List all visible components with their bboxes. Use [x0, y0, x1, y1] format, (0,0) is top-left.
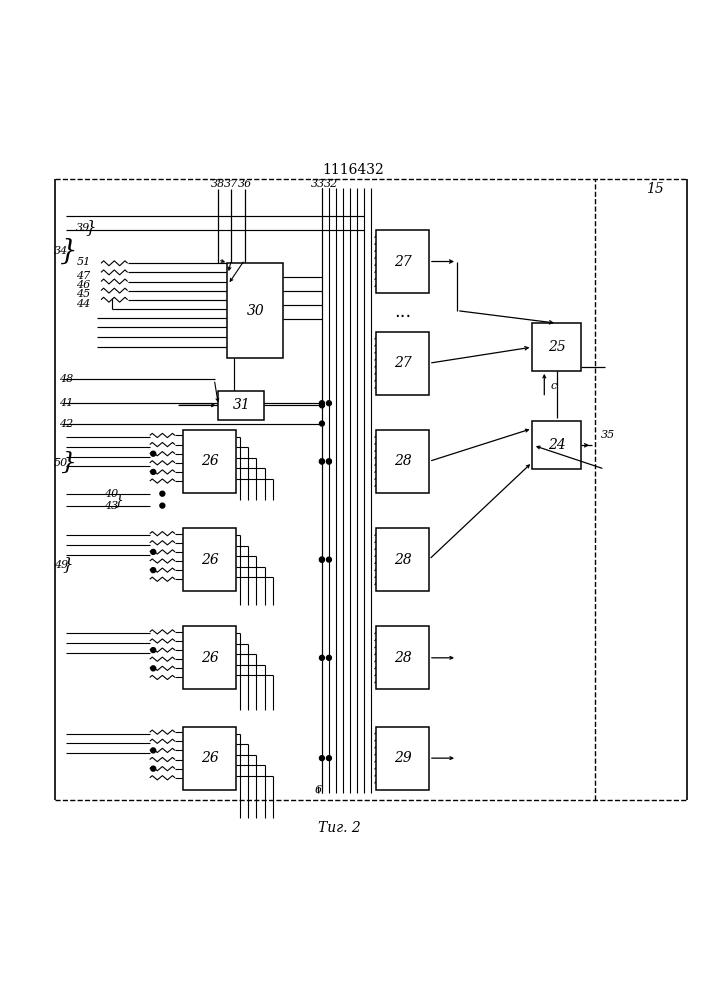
- Text: 38: 38: [211, 179, 226, 189]
- Text: 44: 44: [76, 299, 90, 309]
- Text: 48: 48: [59, 374, 73, 384]
- Text: 1116432: 1116432: [322, 163, 385, 177]
- Circle shape: [151, 451, 156, 456]
- Bar: [183, 430, 236, 493]
- Circle shape: [160, 491, 165, 496]
- Text: 27: 27: [394, 255, 411, 269]
- Circle shape: [151, 549, 156, 554]
- Text: ...: ...: [394, 303, 411, 321]
- Circle shape: [151, 568, 156, 573]
- Circle shape: [151, 666, 156, 671]
- Text: 31: 31: [233, 398, 250, 412]
- Circle shape: [151, 766, 156, 771]
- Text: 41: 41: [59, 398, 73, 408]
- Bar: [376, 430, 429, 493]
- Text: 28: 28: [394, 651, 411, 665]
- Text: 29: 29: [394, 751, 411, 765]
- Circle shape: [151, 748, 156, 753]
- Text: 39: 39: [76, 223, 90, 233]
- Circle shape: [320, 459, 325, 464]
- Text: 26: 26: [201, 751, 218, 765]
- Text: 6: 6: [315, 785, 322, 795]
- Circle shape: [320, 403, 325, 408]
- Bar: [183, 727, 236, 790]
- Circle shape: [151, 469, 156, 474]
- Circle shape: [327, 557, 332, 562]
- Bar: [183, 626, 236, 689]
- Text: c: c: [550, 381, 556, 391]
- Circle shape: [327, 756, 332, 761]
- Text: 26: 26: [201, 454, 218, 468]
- Text: 26: 26: [201, 651, 218, 665]
- Text: 47: 47: [76, 271, 90, 281]
- Text: 28: 28: [394, 454, 411, 468]
- Circle shape: [160, 503, 165, 508]
- Text: }: }: [60, 451, 76, 474]
- Bar: [183, 528, 236, 591]
- Bar: [532, 421, 581, 469]
- Text: 51: 51: [76, 257, 90, 267]
- Text: 37: 37: [224, 179, 238, 189]
- Text: 33: 33: [311, 179, 325, 189]
- Text: 27: 27: [394, 356, 411, 370]
- Bar: [227, 263, 284, 358]
- Text: }: }: [63, 556, 74, 573]
- Bar: [376, 332, 429, 395]
- Circle shape: [320, 557, 325, 562]
- Bar: [376, 528, 429, 591]
- Text: 26: 26: [201, 553, 218, 567]
- Text: Τиг. 2: Τиг. 2: [318, 821, 361, 835]
- Text: 49: 49: [54, 560, 68, 570]
- Circle shape: [320, 557, 325, 562]
- Text: 28: 28: [394, 553, 411, 567]
- Text: 25: 25: [548, 340, 566, 354]
- Bar: [376, 230, 429, 293]
- Text: 24: 24: [548, 438, 566, 452]
- Circle shape: [320, 401, 325, 406]
- Text: 36: 36: [238, 179, 252, 189]
- Circle shape: [320, 655, 325, 660]
- Circle shape: [327, 655, 332, 660]
- Circle shape: [320, 459, 325, 464]
- Text: 35: 35: [601, 430, 615, 440]
- Text: 34: 34: [54, 246, 68, 256]
- Text: 15: 15: [646, 182, 664, 196]
- Bar: [218, 391, 264, 420]
- Text: }: }: [59, 237, 77, 264]
- Text: 30: 30: [247, 304, 264, 318]
- Bar: [376, 626, 429, 689]
- Bar: [376, 727, 429, 790]
- Text: 46: 46: [76, 280, 90, 290]
- Circle shape: [151, 648, 156, 653]
- Text: 42: 42: [59, 419, 73, 429]
- Circle shape: [327, 459, 332, 464]
- Text: 45: 45: [76, 289, 90, 299]
- Circle shape: [320, 421, 325, 426]
- Text: 40: 40: [105, 489, 119, 499]
- Text: 32: 32: [324, 179, 338, 189]
- Circle shape: [327, 459, 332, 464]
- Text: 43: 43: [105, 501, 119, 511]
- Bar: [532, 323, 581, 371]
- Text: 50: 50: [54, 458, 68, 468]
- Text: }: }: [114, 493, 123, 507]
- Text: }: }: [85, 219, 95, 236]
- Circle shape: [320, 756, 325, 761]
- Circle shape: [327, 401, 332, 406]
